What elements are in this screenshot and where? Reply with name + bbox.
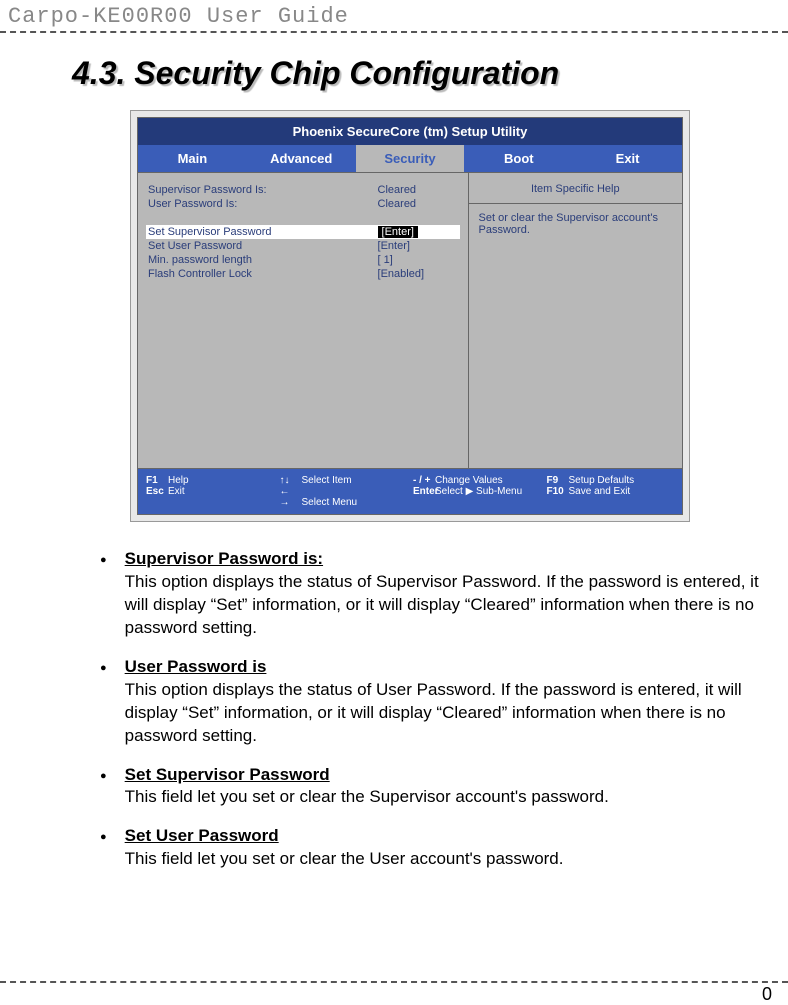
bullet-item: ● Supervisor Password is: This option di…	[100, 548, 782, 640]
bios-footer: F1Help EscExit ↑↓Select Item ← →Select M…	[138, 468, 682, 514]
doc-title: Carpo-KE00R00 User Guide	[0, 0, 788, 31]
label: User Password Is:	[148, 198, 237, 210]
bios-tab-security[interactable]: Security	[356, 145, 465, 172]
bios-utility-title: Phoenix SecureCore (tm) Setup Utility	[138, 118, 682, 145]
help-title: Item Specific Help	[479, 183, 672, 195]
bullet-icon: ●	[100, 764, 107, 810]
bios-tab-exit[interactable]: Exit	[573, 145, 682, 172]
value: [Enter]	[378, 240, 458, 252]
page-number: 0	[762, 984, 772, 1005]
bullet-icon: ●	[100, 548, 107, 640]
row-set-user-pw[interactable]: Set User Password [Enter]	[148, 239, 458, 253]
label: Set User Password	[148, 240, 242, 252]
bios-left-panel: Supervisor Password Is: Cleared User Pas…	[138, 172, 469, 468]
bullet-list: ● Supervisor Password is: This option di…	[100, 548, 782, 871]
row-sup-pw-is: Supervisor Password Is: Cleared	[148, 183, 458, 197]
bullet-head: Set Supervisor Password	[125, 765, 330, 784]
row-flash-lock[interactable]: Flash Controller Lock [Enabled]	[148, 267, 458, 281]
bullet-head: User Password is	[125, 657, 267, 676]
bullet-item: ● Set Supervisor Password This field let…	[100, 764, 782, 810]
bios-screenshot: Phoenix SecureCore (tm) Setup Utility Ma…	[130, 110, 690, 522]
row-user-pw-is: User Password Is: Cleared	[148, 197, 458, 211]
value: [Enter]	[378, 226, 458, 238]
label: Flash Controller Lock	[148, 268, 252, 280]
bios-tab-row: Main Advanced Security Boot Exit	[138, 145, 682, 172]
bullet-icon: ●	[100, 825, 107, 871]
section-title: 4.3. Security Chip Configuration	[72, 55, 788, 92]
bios-tab-advanced[interactable]: Advanced	[247, 145, 356, 172]
bottom-divider	[0, 981, 788, 983]
value: [ 1]	[378, 254, 458, 266]
help-body: Set or clear the Supervisor account's Pa…	[479, 212, 672, 236]
label: Supervisor Password Is:	[148, 184, 267, 196]
bullet-head: Supervisor Password is:	[125, 549, 323, 568]
value: Cleared	[378, 184, 458, 196]
bullet-head: Set User Password	[125, 826, 279, 845]
bullet-body: This option displays the status of Super…	[125, 572, 759, 637]
bullet-body: This field let you set or clear the Supe…	[125, 787, 609, 806]
label: Min. password length	[148, 254, 252, 266]
bullet-icon: ●	[100, 656, 107, 748]
bios-help-panel: Item Specific Help Set or clear the Supe…	[469, 172, 682, 468]
bullet-item: ● Set User Password This field let you s…	[100, 825, 782, 871]
bullet-item: ● User Password is This option displays …	[100, 656, 782, 748]
bullet-body: This field let you set or clear the User…	[125, 849, 564, 868]
row-set-sup-pw[interactable]: Set Supervisor Password [Enter]	[146, 225, 460, 239]
row-min-pw-len[interactable]: Min. password length [ 1]	[148, 253, 458, 267]
bullet-body: This option displays the status of User …	[125, 680, 742, 745]
value: Cleared	[378, 198, 458, 210]
bios-tab-main[interactable]: Main	[138, 145, 247, 172]
label: Set Supervisor Password	[148, 226, 272, 238]
bios-tab-boot[interactable]: Boot	[464, 145, 573, 172]
top-divider	[0, 31, 788, 33]
value: [Enabled]	[378, 268, 458, 280]
